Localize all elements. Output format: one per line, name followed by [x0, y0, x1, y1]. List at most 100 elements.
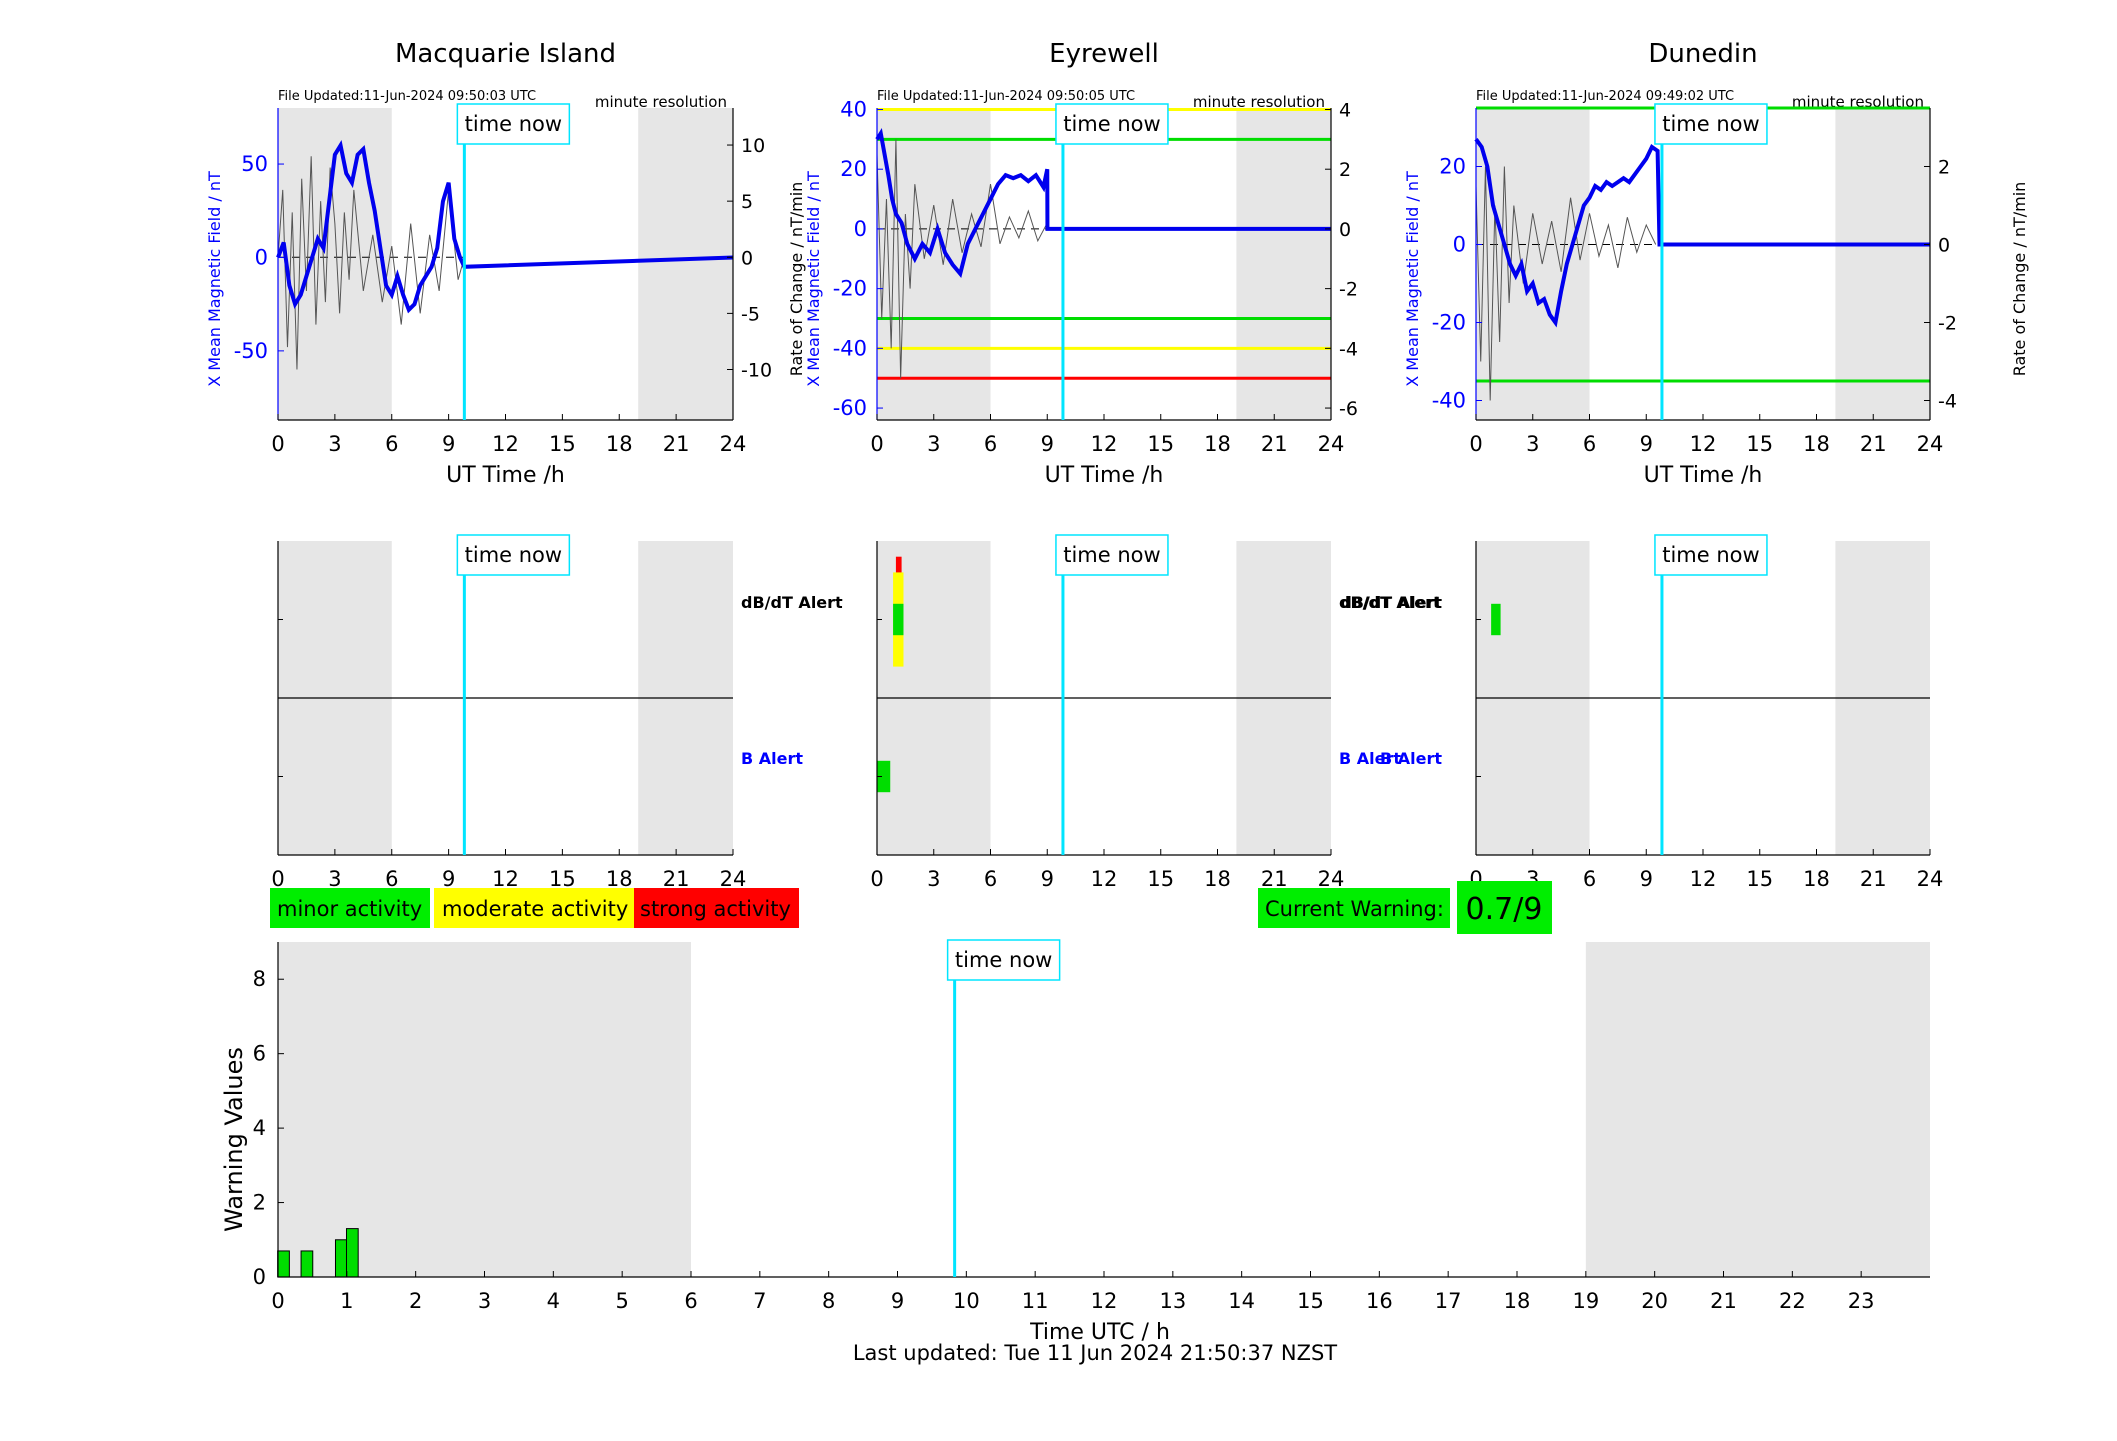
- x-axis-label: UT Time /h: [1644, 463, 1763, 488]
- y-tick-label: -40: [833, 336, 867, 360]
- right-axis-label: Rate of Change / nT/min: [787, 182, 806, 377]
- x-tick-label: 0: [271, 867, 284, 891]
- x-tick-label: 15: [1297, 1289, 1324, 1313]
- mean-field-trace: [875, 127, 1331, 278]
- y-tick-label: 0: [253, 1265, 266, 1289]
- x-tick-label: 6: [984, 867, 997, 891]
- alert-cell: [893, 603, 904, 636]
- alert-cell: [1491, 603, 1501, 636]
- x-tick-label: 15: [1746, 867, 1773, 891]
- time-now-label: time now: [1063, 112, 1160, 136]
- y-tick-label: -40: [1432, 389, 1466, 413]
- x-tick-label: 6: [1583, 867, 1596, 891]
- night-shade: [638, 108, 733, 420]
- b-alert-label: B Alert: [741, 749, 803, 768]
- x-tick-label: 21: [1261, 867, 1288, 891]
- x-tick-label: 3: [927, 867, 940, 891]
- right-tick-label: -2: [1938, 313, 1957, 335]
- right-tick-label: 0: [1938, 235, 1950, 257]
- x-tick-label: 10: [953, 1289, 980, 1313]
- x-tick-label: 13: [1159, 1289, 1186, 1313]
- x-tick-label: 6: [1583, 432, 1596, 456]
- dbdt-alert-label: dB/dT Alert: [1339, 593, 1441, 612]
- time-now-label: time now: [465, 543, 562, 567]
- right-tick-label: -6: [1339, 398, 1358, 420]
- magnetometer-panel: Dunedin File Updated:11-Jun-2024 09:49:02…: [1403, 39, 2029, 488]
- right-tick-label: 0: [741, 247, 753, 269]
- file-updated: File Updated:11-Jun-2024 09:49:02 UTC: [1476, 89, 1734, 104]
- x-tick-label: 3: [328, 432, 341, 456]
- dbdt-alert-label: dB/dT Alert: [1340, 593, 1442, 612]
- night-shade: [877, 108, 991, 420]
- x-tick-label: 0: [870, 432, 883, 456]
- magnetometer-panel: Eyrewell File Updated:11-Jun-2024 09:50:0…: [787, 39, 1358, 488]
- right-tick-label: -2: [1339, 279, 1358, 301]
- warning-bar: [277, 1250, 290, 1278]
- x-axis-label: UT Time /h: [446, 463, 565, 488]
- station-title: Eyrewell: [1049, 39, 1159, 69]
- footer-last-updated: Last updated: Tue 11 Jun 2024 21:50:37 N…: [853, 1341, 1337, 1365]
- right-tick-label: 0: [1339, 219, 1351, 241]
- legend-label-minor: minor activity: [277, 897, 422, 921]
- x-tick-label: 18: [1803, 432, 1830, 456]
- x-tick-label: 23: [1848, 1289, 1875, 1313]
- y-tick-label: -50: [234, 339, 268, 363]
- y-tick-label: 4: [253, 1116, 266, 1140]
- dbdt-alert-label: dB/dT Alert: [741, 593, 843, 612]
- x-tick-label: 9: [442, 867, 455, 891]
- y-tick-label: 40: [840, 97, 867, 121]
- time-now-label-box: [1055, 103, 1169, 145]
- x-tick-label: 24: [1917, 867, 1944, 891]
- x-tick-label: 20: [1641, 1289, 1668, 1313]
- time-now-label: time now: [465, 112, 562, 136]
- time-now-label: time now: [1662, 543, 1759, 567]
- x-tick-label: 21: [1261, 432, 1288, 456]
- activity-legend: minor activity moderate activity strong …: [270, 888, 799, 928]
- rate-of-change-trace: [1475, 166, 1657, 401]
- x-tick-label: 12: [492, 432, 519, 456]
- x-tick-label: 22: [1779, 1289, 1806, 1313]
- time-now-label: time now: [1662, 112, 1759, 136]
- y-axis-label: X Mean Magnetic Field / nT: [804, 171, 823, 387]
- x-tick-label: 18: [1504, 1289, 1531, 1313]
- legend-label-strong: strong activity: [640, 897, 791, 921]
- night-shade: [1476, 108, 1590, 420]
- x-tick-label: 9: [1041, 432, 1054, 456]
- x-tick-label: 24: [1917, 432, 1944, 456]
- right-tick-label: 2: [1339, 159, 1351, 181]
- night-shade: [1236, 108, 1331, 420]
- time-now-label: time now: [1063, 543, 1160, 567]
- right-tick-label: 5: [741, 191, 753, 213]
- x-axis-label: Time UTC / h: [1029, 1320, 1170, 1345]
- x-tick-label: 2: [409, 1289, 422, 1313]
- current-warning-value-box: [1457, 881, 1552, 934]
- x-tick-label: 9: [1041, 867, 1054, 891]
- x-tick-label: 18: [606, 432, 633, 456]
- legend-swatch-moderate: [434, 888, 634, 928]
- time-now-label-box: [456, 534, 571, 576]
- x-tick-label: 16: [1366, 1289, 1393, 1313]
- x-tick-label: 0: [271, 1289, 284, 1313]
- x-tick-label: 6: [684, 1289, 697, 1313]
- y-tick-label: 2: [253, 1191, 266, 1215]
- magnetometer-panel: Macquarie Island File Updated:11-Jun-2024…: [205, 39, 772, 488]
- x-tick-label: 8: [822, 1289, 835, 1313]
- x-tick-label: 9: [1640, 432, 1653, 456]
- x-tick-label: 15: [549, 867, 576, 891]
- x-tick-label: 9: [1640, 867, 1653, 891]
- resolution-label: minute resolution: [1193, 93, 1325, 111]
- x-tick-label: 15: [1746, 432, 1773, 456]
- x-tick-label: 12: [1690, 867, 1717, 891]
- y-tick-label: 8: [253, 967, 266, 991]
- rate-of-change-trace: [277, 156, 465, 370]
- x-tick-label: 15: [549, 432, 576, 456]
- x-tick-label: 3: [927, 432, 940, 456]
- time-now-label-box: [946, 939, 1061, 981]
- y-axis-label: X Mean Magnetic Field / nT: [1403, 171, 1422, 387]
- file-updated: File Updated:11-Jun-2024 09:50:03 UTC: [278, 89, 536, 104]
- current-warning-value: 0.7/9: [1466, 892, 1543, 927]
- time-now-label-box: [1654, 103, 1768, 145]
- right-tick-label: 2: [1938, 157, 1950, 179]
